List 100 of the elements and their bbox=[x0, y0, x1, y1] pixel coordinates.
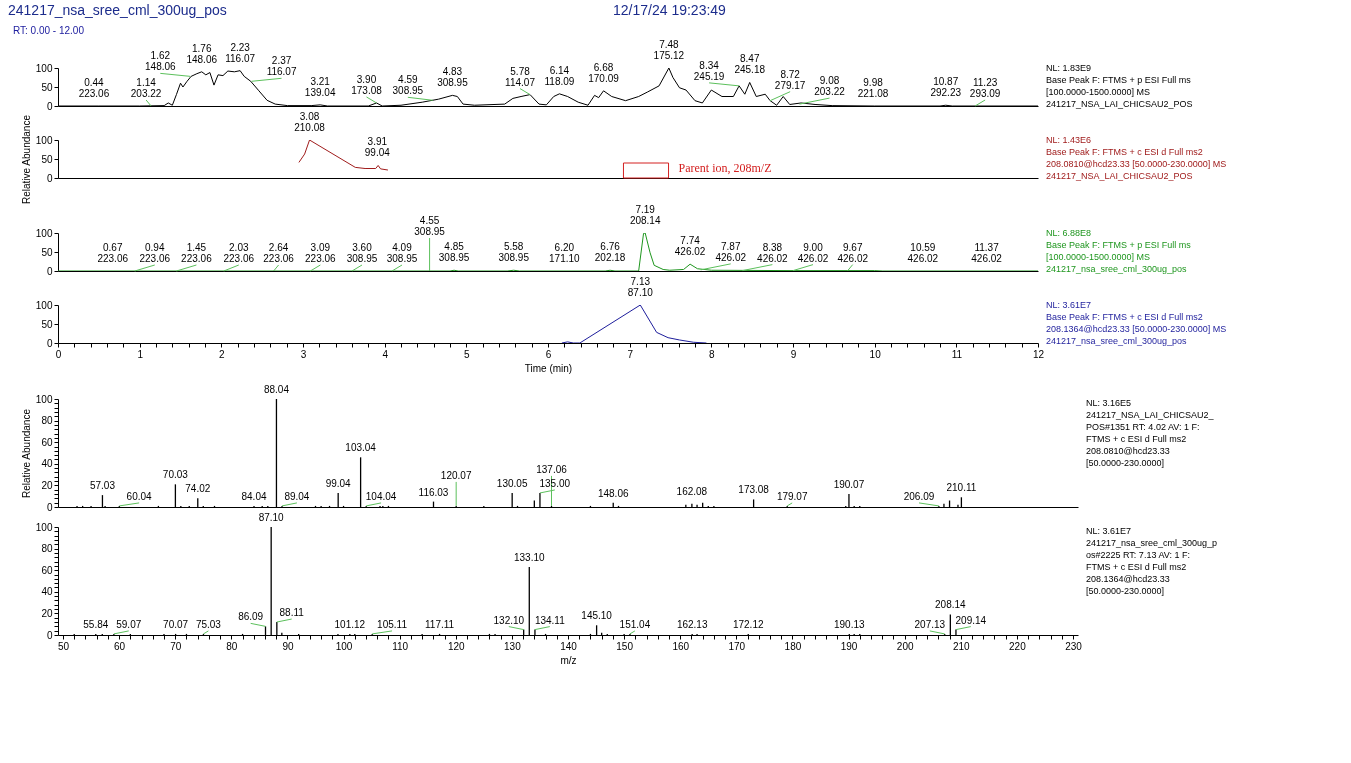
chart-subtitle: 12/17/24 19:23:49 bbox=[613, 2, 727, 18]
x-tick-label: 220 bbox=[1009, 640, 1027, 652]
annotation: 101.12 bbox=[334, 618, 366, 630]
annotation: 11.23 293.09 bbox=[969, 77, 1001, 99]
annotation: 134.11 bbox=[534, 614, 566, 626]
x-tick-label: 80 bbox=[226, 640, 238, 652]
annotation: 116.03 bbox=[418, 486, 449, 498]
x-tick-label: 1 bbox=[137, 348, 144, 360]
x-tick-label: 4 bbox=[382, 348, 389, 360]
y-tick-label: 0 bbox=[46, 337, 53, 349]
annotation: 0.94 223.06 bbox=[139, 242, 171, 264]
annotation: 2.03 223.06 bbox=[223, 242, 255, 264]
x-tick-label: 5 bbox=[464, 348, 471, 360]
annotation: 137.06 bbox=[536, 463, 568, 475]
text: NL: 1.43E6 Base Peak F: FTMS + c ESI d Full ms2 208.0810@hcd23.33 [50.0000-230.0000] MS 241217_NSA_LAI_CHICSAU2_POS bbox=[1046, 135, 1227, 181]
annotation: 7.19 208.14 bbox=[629, 204, 661, 226]
annotation: 117.11 bbox=[425, 618, 455, 630]
annotation: 151.04 bbox=[619, 618, 651, 630]
annotation: 209.14 bbox=[955, 614, 987, 626]
x-tick-label: 90 bbox=[282, 640, 294, 652]
annotation: 87.10 bbox=[258, 512, 285, 523]
annotation: 70.07 bbox=[163, 618, 189, 630]
y-tick-label: 60 bbox=[41, 436, 53, 448]
y-tick-label: 50 bbox=[41, 318, 53, 330]
line-series bbox=[561, 305, 707, 343]
y-tick-label: 40 bbox=[41, 586, 53, 598]
x-tick-label: 6 bbox=[545, 348, 552, 360]
annotation: 88.11 bbox=[279, 607, 305, 619]
annotation: 8.34 245.19 bbox=[693, 59, 725, 82]
annotation: 133.10 bbox=[513, 551, 546, 563]
annotation: 84.04 bbox=[241, 490, 267, 502]
annotation: 3.91 99.04 bbox=[364, 136, 391, 159]
text: NL: 3.61E7 241217_nsa_sree_cml_300ug_p os#2225 RT: 7.13 AV: 1 F: FTMS + c ESI d Full ms2 208.1364@hcd23.33 [50.0000-230.0000] bbox=[1086, 526, 1218, 596]
annotation: 2.23 116.07 bbox=[225, 41, 256, 64]
annotation: 4.55 308.95 bbox=[414, 215, 446, 237]
annotation: 3.09 223.06 bbox=[305, 242, 337, 264]
annotation: 1.62 148.06 bbox=[145, 50, 177, 73]
x-tick-label: 130 bbox=[504, 640, 522, 652]
x-tick-label: 60 bbox=[114, 640, 126, 652]
annotation: 8.72 279.17 bbox=[774, 68, 806, 91]
annotation: 1.45 223.06 bbox=[181, 242, 213, 264]
annotation: 3.60 308.95 bbox=[346, 242, 378, 264]
x-tick-label: 70 bbox=[170, 640, 182, 652]
x-tick-label: 2 bbox=[219, 348, 226, 360]
text: NL: 3.61E7 Base Peak F: FTMS + c ESI d Full ms2 208.1364@hcd23.33 [50.0000-230.0000] MS 241217_nsa_sree_cml_300ug_pos bbox=[1046, 300, 1227, 346]
annotation: 57.03 bbox=[89, 480, 116, 492]
annotation: 162.13 bbox=[676, 618, 708, 630]
annotation: 5.58 308.95 bbox=[498, 241, 530, 264]
annotation: Parent ion, 208m/Z bbox=[678, 161, 772, 175]
x-tick-label: 110 bbox=[392, 640, 409, 652]
x-tick-label: 100 bbox=[335, 640, 353, 652]
annotation: 179.07 bbox=[776, 490, 808, 502]
x-tick-label: 200 bbox=[896, 640, 914, 652]
annotation: 70.03 bbox=[162, 469, 189, 481]
annotation: 89.04 bbox=[284, 490, 310, 502]
x-tick-label: 3 bbox=[300, 348, 307, 360]
annotation: 7.87 426.02 bbox=[715, 240, 747, 263]
annotation: 9.00 426.02 bbox=[797, 241, 829, 264]
x-tick-label: 120 bbox=[447, 640, 466, 652]
y-tick-label: 60 bbox=[41, 564, 53, 576]
x-axis-title: m/z bbox=[560, 654, 577, 666]
annotation: 7.74 426.02 bbox=[674, 235, 706, 258]
x-tick-label: 210 bbox=[952, 640, 971, 652]
y-tick-label: 0 bbox=[46, 172, 53, 184]
annotation: 190.13 bbox=[833, 618, 866, 630]
annotation: 190.07 bbox=[833, 479, 865, 491]
x-tick-label: 150 bbox=[616, 640, 634, 652]
annotation: 59.07 bbox=[116, 618, 142, 630]
text: RT: 0.00 - 12.00 bbox=[13, 25, 85, 36]
annotation: 2.37 116.07 bbox=[266, 55, 297, 78]
y-tick-label: 100 bbox=[35, 62, 53, 74]
y-tick-label: 80 bbox=[41, 543, 53, 555]
x-tick-label: 7 bbox=[627, 348, 634, 360]
x-axis-title: Time (min) bbox=[524, 362, 573, 374]
x-tick-label: 12 bbox=[1032, 348, 1045, 360]
chart-title: 241217_nsa_sree_cml_300ug_pos bbox=[8, 2, 227, 18]
annotation: 74.02 bbox=[185, 483, 211, 495]
annotation: 145.10 bbox=[581, 610, 613, 622]
annotation: 3.08 210.08 bbox=[294, 111, 326, 133]
annotation: 10.59 426.02 bbox=[907, 242, 939, 264]
annotation: 5.78 114.07 bbox=[505, 65, 536, 88]
annotation: 8.47 245.18 bbox=[734, 53, 766, 76]
annotation: 75.03 bbox=[195, 618, 222, 630]
annotation: 9.67 426.02 bbox=[837, 241, 869, 264]
y-tick-label: 80 bbox=[41, 415, 53, 427]
annotation: 6.68 170.09 bbox=[588, 61, 620, 84]
annotation: 60.04 bbox=[126, 490, 153, 502]
annotation: 120.07 bbox=[440, 469, 472, 481]
y-tick-label: 20 bbox=[41, 479, 53, 491]
annotation: 104.04 bbox=[365, 490, 397, 502]
annotation: 7.13 87.10 bbox=[627, 276, 654, 298]
y-tick-label: 50 bbox=[41, 246, 53, 258]
x-tick-label: 170 bbox=[728, 640, 746, 652]
annotation: 99.04 bbox=[325, 477, 352, 489]
x-tick-label: 10 bbox=[869, 348, 882, 360]
annotation: 3.21 139.04 bbox=[304, 75, 336, 98]
annotation: 130.05 bbox=[496, 477, 528, 489]
annotation: 206.09 bbox=[903, 490, 935, 502]
y-tick-label: 40 bbox=[41, 458, 53, 470]
annotation: 4.09 308.95 bbox=[386, 242, 418, 264]
